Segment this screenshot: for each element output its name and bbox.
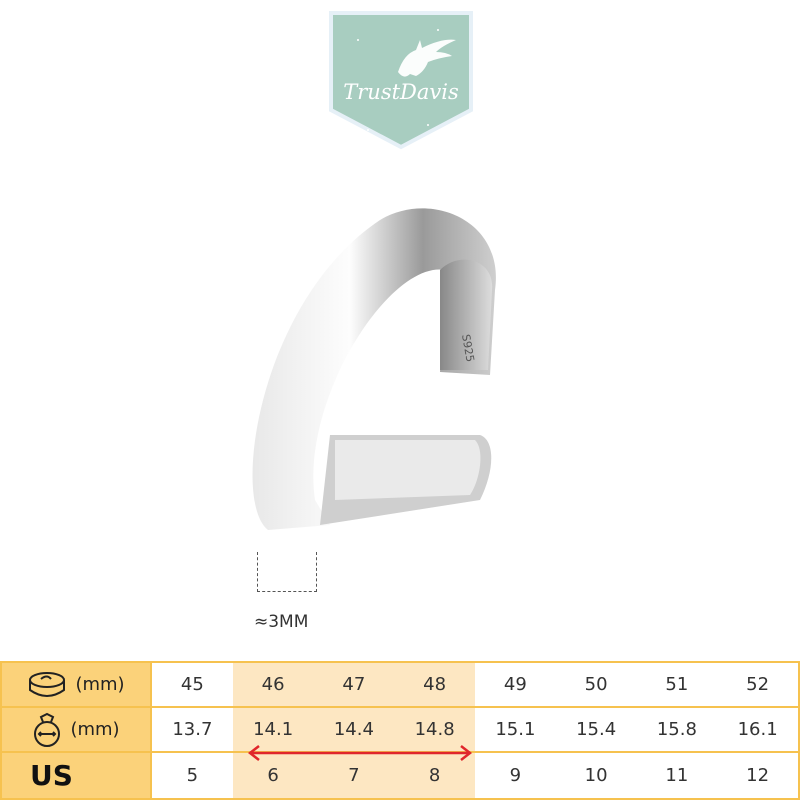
width-dimension-marker: [257, 552, 317, 592]
width-label: ≈3MM: [254, 612, 309, 632]
table-cell: 52: [717, 663, 798, 708]
table-cell: 6: [232, 753, 314, 798]
engraving-text: S925: [459, 333, 477, 363]
table-cell: 15.4: [555, 708, 637, 753]
table-cell: 46: [232, 663, 314, 708]
table-cell: 45: [152, 663, 233, 708]
row-label: (mm): [70, 719, 120, 740]
ring-product-image: S925: [252, 208, 496, 530]
size-table: (mm) 45 46 47 48 49 50 51 52 (mm) 13.7 1…: [0, 661, 800, 800]
row-header-us: US: [2, 753, 152, 798]
table-cell: 7: [313, 753, 395, 798]
table-cell: 16.1: [717, 708, 798, 753]
tape-measure-icon: [29, 671, 66, 697]
row-label: (mm): [75, 674, 125, 695]
table-cell: 49: [475, 663, 556, 708]
size-range-arrow-icon: [247, 745, 473, 761]
brand-logo: TrustDavis: [328, 10, 474, 150]
table-cell: 48: [394, 663, 475, 708]
brand-name: TrustDavis: [343, 80, 459, 104]
table-cell: 10: [584, 765, 608, 786]
row-header-circumference: (mm): [2, 663, 152, 708]
table-cell: 13.7: [152, 708, 233, 753]
row-header-diameter: (mm): [2, 708, 152, 753]
table-cell: 12: [746, 765, 770, 786]
table-cell: 5: [186, 765, 199, 786]
table-cell: 9: [509, 765, 522, 786]
table-cell: 50: [555, 663, 637, 708]
table-cell: 15.8: [636, 708, 718, 753]
ring-diameter-icon: [34, 712, 61, 747]
table-cell: 15.1: [475, 708, 556, 753]
table-cell: 51: [636, 663, 718, 708]
table-cell: 47: [313, 663, 395, 708]
table-cell: 11: [665, 765, 689, 786]
